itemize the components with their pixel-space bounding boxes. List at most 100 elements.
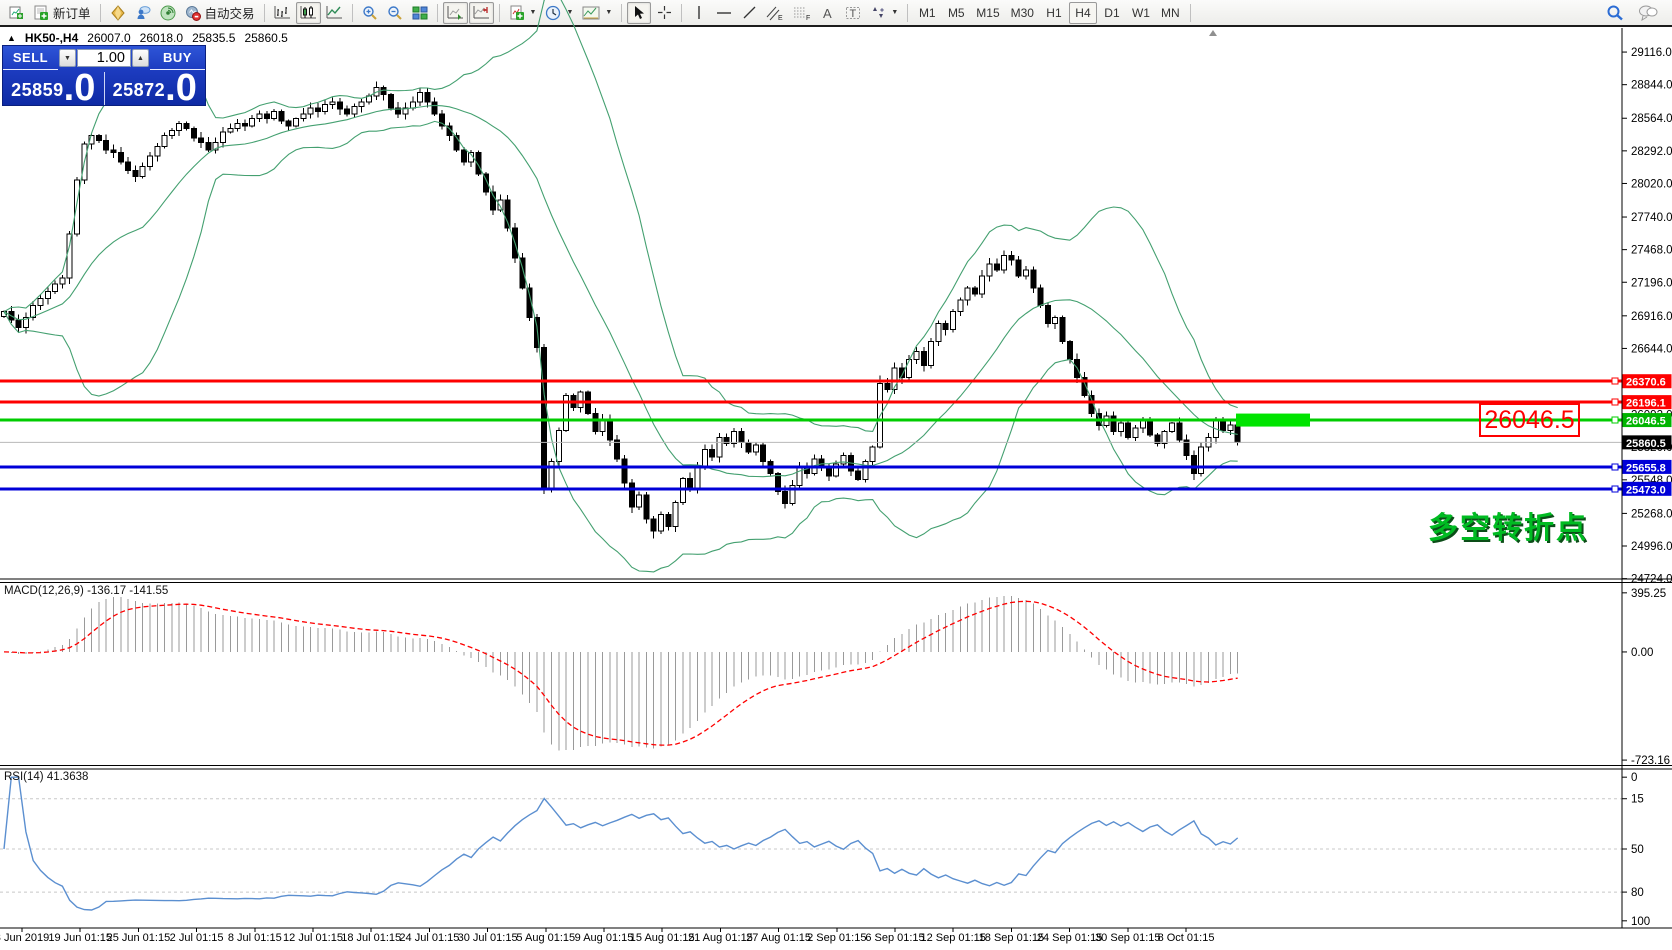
svg-text:25655.8: 25655.8 <box>1626 462 1666 474</box>
crosshair-button[interactable] <box>652 2 676 24</box>
sell-button[interactable]: SELL <box>3 46 58 70</box>
vertical-line-button[interactable] <box>687 2 711 24</box>
autotrading-icon <box>185 5 201 21</box>
svg-text:24996.0: 24996.0 <box>1631 541 1672 553</box>
rsi-legend: RSI(14) 41.3638 <box>4 771 89 783</box>
chart-shift-icon <box>473 5 490 20</box>
toolbar-separator <box>436 3 438 22</box>
hline-icon <box>716 6 732 20</box>
timeframe-m1-button[interactable]: M1 <box>918 5 936 20</box>
line-chart-button[interactable] <box>322 2 347 24</box>
indicators-list-button[interactable]: ▼ <box>505 2 541 24</box>
search-button[interactable] <box>1602 2 1628 24</box>
autotrading-button[interactable]: 自动交易 <box>181 2 259 24</box>
auto-scroll-button[interactable] <box>442 1 468 24</box>
text-label-button[interactable]: T <box>841 2 865 24</box>
vline-icon <box>693 5 705 20</box>
periods-button[interactable]: ▼ <box>541 2 577 24</box>
trendline-button[interactable] <box>737 2 761 24</box>
svg-text:28564.0: 28564.0 <box>1631 113 1672 125</box>
chart-shift-button[interactable] <box>468 1 494 24</box>
sell-price[interactable]: 25859 .0 <box>3 67 104 109</box>
fibonacci-retracement-button[interactable]: F <box>789 2 815 24</box>
chat-button[interactable] <box>1634 2 1662 24</box>
equidistant-channel-button[interactable]: E <box>762 2 788 24</box>
chat-icon <box>1638 4 1658 21</box>
hline-handle[interactable] <box>1611 416 1619 424</box>
svg-text:19 Jun 01:15: 19 Jun 01:15 <box>48 932 112 944</box>
bollinger-bands <box>3 0 1238 573</box>
svg-text:26916.0: 26916.0 <box>1631 311 1672 323</box>
price-callout-box[interactable]: 26046.5 <box>1479 403 1580 437</box>
text-icon: A <box>821 6 835 20</box>
svg-text:28292.0: 28292.0 <box>1631 146 1672 158</box>
hline-handle[interactable] <box>1611 463 1619 471</box>
templates-button[interactable]: ▼ <box>578 2 616 24</box>
horizontal-line-button[interactable] <box>712 2 736 24</box>
crystal-icon <box>110 4 126 21</box>
search-icon <box>1606 4 1624 22</box>
svg-text:27 Aug 01:15: 27 Aug 01:15 <box>746 932 811 944</box>
timeframe-h1-button[interactable]: H1 <box>1046 5 1062 20</box>
timeframe-m30-button[interactable]: M30 <box>1010 5 1034 20</box>
new-chart-icon <box>9 5 24 20</box>
bar-chart-button[interactable] <box>270 2 295 24</box>
volume-down-button[interactable]: ▼ <box>59 49 76 67</box>
candle-chart-icon <box>300 5 317 20</box>
timeframe-m5-button[interactable]: M5 <box>947 5 965 20</box>
hline-objects[interactable] <box>0 377 1622 493</box>
svg-text:25860.5: 25860.5 <box>1626 438 1666 450</box>
svg-text:3 Jun 2019: 3 Jun 2019 <box>0 932 49 944</box>
hline-handle[interactable] <box>1611 485 1619 493</box>
tile-windows-button[interactable] <box>408 2 432 24</box>
svg-text:2 Jul 01:15: 2 Jul 01:15 <box>170 932 224 944</box>
text-button[interactable]: A <box>816 2 840 24</box>
svg-text:28020.0: 28020.0 <box>1631 178 1672 190</box>
crosshair-icon <box>657 5 672 20</box>
svg-text:0.00: 0.00 <box>1631 647 1653 659</box>
buy-price-int: 25872 <box>112 80 166 100</box>
svg-text:12 Jul 01:15: 12 Jul 01:15 <box>283 932 343 944</box>
timeframe-m15-button[interactable]: M15 <box>976 5 1000 20</box>
rsi-pane <box>0 776 1622 911</box>
svg-text:50: 50 <box>1631 844 1644 856</box>
svg-text:29116.0: 29116.0 <box>1631 47 1672 59</box>
timeframe-mn-button[interactable]: MN <box>1160 5 1180 20</box>
volume-up-button[interactable]: ▲ <box>132 49 149 67</box>
zoom-out-button[interactable] <box>383 2 407 24</box>
hline-handle[interactable] <box>1611 398 1619 406</box>
new-order-button[interactable]: 新订单 <box>29 2 95 24</box>
signals-button[interactable] <box>156 2 180 24</box>
svg-text:18 Sep 01:15: 18 Sep 01:15 <box>979 932 1044 944</box>
svg-text:E: E <box>778 15 783 21</box>
toolbar-separator <box>99 3 101 22</box>
new-chart-button[interactable] <box>4 2 28 24</box>
svg-text:12 Sep 01:15: 12 Sep 01:15 <box>920 932 985 944</box>
zoom-in-button[interactable] <box>358 2 382 24</box>
cursor-button[interactable] <box>627 1 652 24</box>
buy-button[interactable]: BUY <box>150 46 205 70</box>
svg-text:6 Sep 01:15: 6 Sep 01:15 <box>865 932 924 944</box>
arrows-button[interactable]: ▼ <box>866 2 902 24</box>
channel-icon: E <box>766 5 784 21</box>
tile-windows-icon <box>412 5 428 21</box>
chart-shift-marker[interactable] <box>1209 30 1217 36</box>
volume-input[interactable] <box>77 49 131 67</box>
timeframe-d1-button[interactable]: D1 <box>1104 5 1120 20</box>
hline-handle[interactable] <box>1611 377 1619 385</box>
sell-price-frac: .0 <box>63 67 96 109</box>
mql5-community-button[interactable] <box>131 2 155 24</box>
candle-chart-button[interactable] <box>295 1 321 24</box>
svg-text:27196.0: 27196.0 <box>1631 277 1672 289</box>
macd-legend: MACD(12,26,9) -136.17 -141.55 <box>4 585 169 597</box>
zoom-out-icon <box>387 5 403 21</box>
highlight-rectangle[interactable] <box>1236 413 1310 427</box>
market-watch-button[interactable] <box>106 2 130 24</box>
timeframe-w1-button[interactable]: W1 <box>1131 5 1150 20</box>
timeframe-h4-button[interactable]: H4 <box>1068 1 1097 24</box>
svg-text:24724.0: 24724.0 <box>1631 574 1672 586</box>
buy-price[interactable]: 25872 .0 <box>105 69 206 107</box>
ohlc-open: 26007.0 <box>87 31 131 45</box>
turning-point-note[interactable]: 多空转折点 <box>1428 512 1588 545</box>
